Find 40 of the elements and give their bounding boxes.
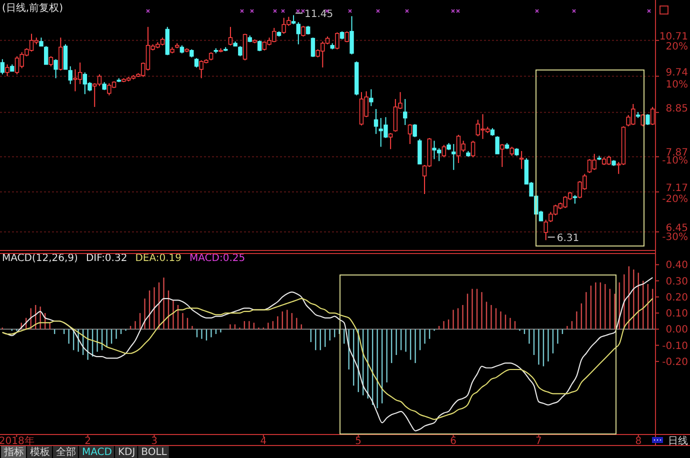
line-series [2, 277, 654, 432]
y-tick-label: 0.10 [666, 308, 688, 320]
text: KDJ [118, 447, 136, 458]
x-tick-label: 2 [84, 436, 91, 447]
y-tick-label: -0.10 [662, 340, 688, 352]
x-tick-label: 3 [151, 436, 158, 447]
text: DEA:0.19 [135, 253, 182, 264]
line-series [2, 298, 654, 420]
y2-tick-label: -20% [662, 194, 688, 205]
y-tick-label: 10.71 [659, 31, 688, 42]
text: BOLL [141, 447, 168, 458]
y2-tick-label: -30% [662, 232, 688, 243]
y-tick-label: 0.30 [666, 276, 688, 288]
x-tick-label: 8 [635, 436, 642, 447]
y-tick-label: 0.00 [666, 324, 688, 336]
text: 模板 [30, 446, 50, 458]
annotation: 11.45 [304, 9, 334, 20]
chart-title: MACD(12,26,9) [2, 253, 78, 264]
text: 全部 [56, 446, 76, 458]
x-tick-label: 7 [536, 436, 542, 447]
y-tick-label: -0.20 [662, 356, 688, 368]
x-tick-label: 6 [450, 436, 456, 447]
y-tick-label: 6.45 [666, 222, 688, 234]
text: MACD [82, 447, 112, 458]
text: 指标 [3, 446, 24, 458]
y-tick-label: 8.85 [666, 103, 688, 114]
x-tick-label: 2018年 [0, 435, 34, 447]
y-tick-label: 0.20 [666, 292, 688, 304]
annotation: 6.31 [556, 233, 580, 244]
y-tick-label: 9.74 [666, 67, 688, 78]
chart-title: (日线,前复权) [2, 2, 64, 14]
y2-tick-label: 10% [666, 79, 688, 90]
x-tick-label: 4 [260, 436, 267, 447]
y-tick-label: 0.40 [666, 260, 688, 272]
text: MACD:0.25 [190, 253, 246, 264]
text: DIF:0.32 [86, 253, 128, 264]
y-tick-label: 7.17 [666, 182, 688, 194]
text: 日线 [668, 435, 688, 447]
y2-tick-label: 20% [666, 41, 688, 52]
x-tick-label: 5 [355, 436, 362, 447]
